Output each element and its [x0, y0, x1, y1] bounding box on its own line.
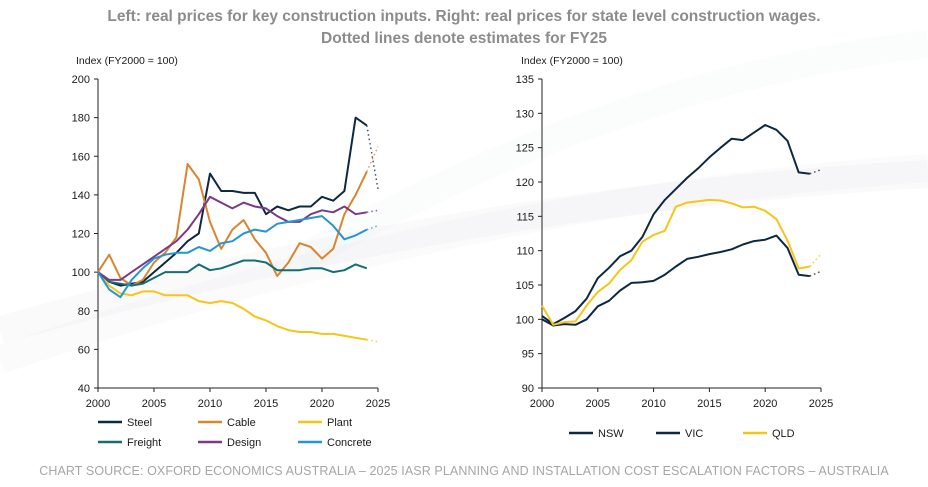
y-tick-label: 120	[72, 229, 90, 241]
legend: NSW VIC QLD	[569, 428, 795, 440]
legend-label-steel: Steel	[127, 417, 152, 429]
series-line-vic	[541, 234, 810, 327]
x-tick-label: 2000	[530, 398, 554, 410]
legend: Steel Cable Plant Freight Design Concrete	[98, 417, 372, 449]
estimate-line-design	[366, 209, 379, 213]
title-line-2: Dotted lines denote estimates for FY25	[321, 30, 607, 47]
left-chart: Index (FY2000 = 100) 40 60 80 100 120 140 160 18…	[72, 55, 391, 449]
y-tick-label: 115	[516, 211, 534, 223]
series-line-plant	[97, 271, 367, 341]
x-tick-label: 2025	[366, 398, 390, 410]
y-tick-label: 130	[516, 108, 534, 120]
y-tick-label: 100	[516, 314, 534, 326]
legend-label-cable: Cable	[227, 417, 256, 429]
series-line-steel	[97, 116, 368, 287]
y-tick-label: 110	[516, 246, 534, 258]
x-tick-label: 2025	[809, 398, 833, 410]
y-tick-label: 120	[516, 177, 534, 189]
x-tick-label: 2020	[753, 398, 777, 410]
title-line-1: Left: real prices for key construction i…	[107, 8, 821, 25]
estimate-line-qld	[809, 253, 822, 267]
y-tick-label: 60	[78, 344, 90, 356]
series-line-concrete	[97, 215, 368, 299]
series-line-qld	[541, 198, 810, 326]
y-tick-label: 160	[72, 151, 90, 163]
x-tick-label: 2020	[310, 398, 334, 410]
estimate-line-steel	[366, 125, 379, 190]
x-tick-label: 2015	[697, 398, 721, 410]
legend-label-freight: Freight	[127, 437, 161, 449]
series-line-design	[97, 195, 367, 281]
x-tick-label: 2010	[198, 398, 222, 410]
series-line-nsw	[541, 124, 810, 326]
right-chart: Index (FY2000 = 100) 90 95 100 105 110 115 120 1…	[516, 55, 834, 440]
legend-label-nsw: NSW	[598, 428, 624, 440]
y-tick-label: 95	[522, 349, 534, 361]
y-axis-label: Index (FY2000 = 100)	[521, 55, 623, 67]
y-tick-label: 40	[78, 383, 90, 395]
y-tick-label: 90	[522, 383, 534, 395]
swoosh-1	[0, 154, 928, 374]
x-tick-label: 2000	[86, 398, 110, 410]
x-tick-label: 2010	[641, 398, 665, 410]
legend-label-concrete: Concrete	[327, 437, 372, 449]
y-tick-label: 200	[72, 74, 90, 86]
chart-source: CHART SOURCE: OXFORD ECONOMICS AUSTRALIA…	[39, 464, 889, 478]
y-tick-label: 80	[78, 306, 90, 318]
y-axis-label: Index (FY2000 = 100)	[76, 55, 178, 67]
estimate-line-cable	[366, 146, 379, 173]
y-tick-label: 180	[72, 113, 90, 125]
estimate-line-plant	[366, 338, 379, 343]
x-tick-label: 2005	[586, 398, 610, 410]
chart-title: Left: real prices for key construction i…	[0, 6, 928, 50]
y-tick-label: 140	[72, 190, 90, 202]
x-tick-label: 2015	[254, 398, 278, 410]
y-tick-label: 100	[72, 267, 90, 279]
series-line-cable	[97, 163, 368, 287]
legend-label-design: Design	[227, 437, 261, 449]
x-tick-label: 2005	[142, 398, 166, 410]
estimate-line-concrete	[366, 225, 379, 231]
series-line-freight	[97, 259, 368, 287]
estimate-line-nsw	[809, 168, 822, 175]
legend-label-qld: QLD	[772, 428, 795, 440]
y-tick-label: 105	[516, 280, 534, 292]
estimate-line-vic	[809, 270, 822, 277]
y-tick-label: 125	[516, 143, 534, 155]
y-tick-label: 135	[516, 74, 534, 86]
legend-label-vic: VIC	[685, 428, 703, 440]
background-swoosh	[0, 154, 928, 374]
legend-label-plant: Plant	[327, 417, 352, 429]
